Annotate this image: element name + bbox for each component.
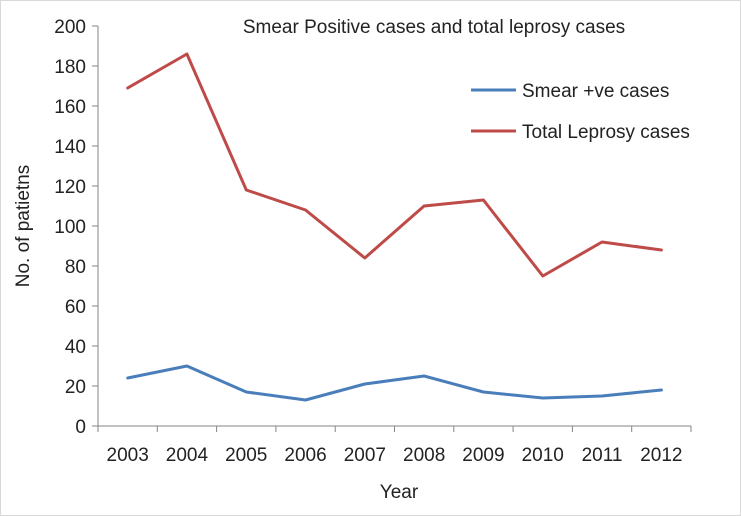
y-axis-label: No. of patietns — [13, 165, 34, 288]
y-tick-label: 180 — [54, 57, 86, 78]
series-layer — [126, 52, 663, 402]
chart-title: Smear Positive cases and total leprosy c… — [243, 17, 625, 38]
series-line-2 — [126, 52, 663, 278]
y-tick-label: 160 — [54, 97, 86, 118]
x-tick-label: 2010 — [522, 445, 564, 466]
y-tick-label: 60 — [65, 297, 86, 318]
x-tick-label: 2011 — [582, 445, 623, 466]
x-axis-label: Year — [380, 482, 419, 503]
y-tick-label: 140 — [54, 137, 86, 158]
x-tick-label: 2005 — [225, 445, 267, 466]
y-axis-ticks: 0 20 40 60 80 100 120 140 160 180 200 — [54, 17, 98, 438]
x-tick-label: 2003 — [107, 445, 149, 466]
y-tick-label: 40 — [65, 337, 86, 358]
x-tick-label: 2012 — [640, 445, 682, 466]
x-axis-ticks: 2003 2004 2005 2006 2007 2008 2009 2010 2011 2012 — [97, 426, 692, 466]
y-tick-label: 200 — [54, 17, 86, 38]
series-line-1 — [126, 364, 663, 402]
legend: Smear +ve cases Total Leprosy cases — [471, 81, 690, 143]
y-tick-label: 120 — [54, 177, 86, 198]
x-tick-label: 2008 — [403, 445, 445, 466]
y-tick-label: 100 — [54, 217, 86, 238]
x-tick-label: 2004 — [166, 445, 209, 466]
y-tick-label: 20 — [65, 377, 86, 398]
legend-label-1: Smear +ve cases — [522, 81, 669, 102]
y-tick-label: 80 — [65, 257, 86, 278]
x-tick-label: 2009 — [462, 445, 504, 466]
x-tick-label: 2006 — [284, 445, 326, 466]
y-tick-label: 0 — [75, 417, 86, 438]
x-tick-label: 2007 — [344, 445, 386, 466]
legend-label-2: Total Leprosy cases — [522, 122, 690, 143]
